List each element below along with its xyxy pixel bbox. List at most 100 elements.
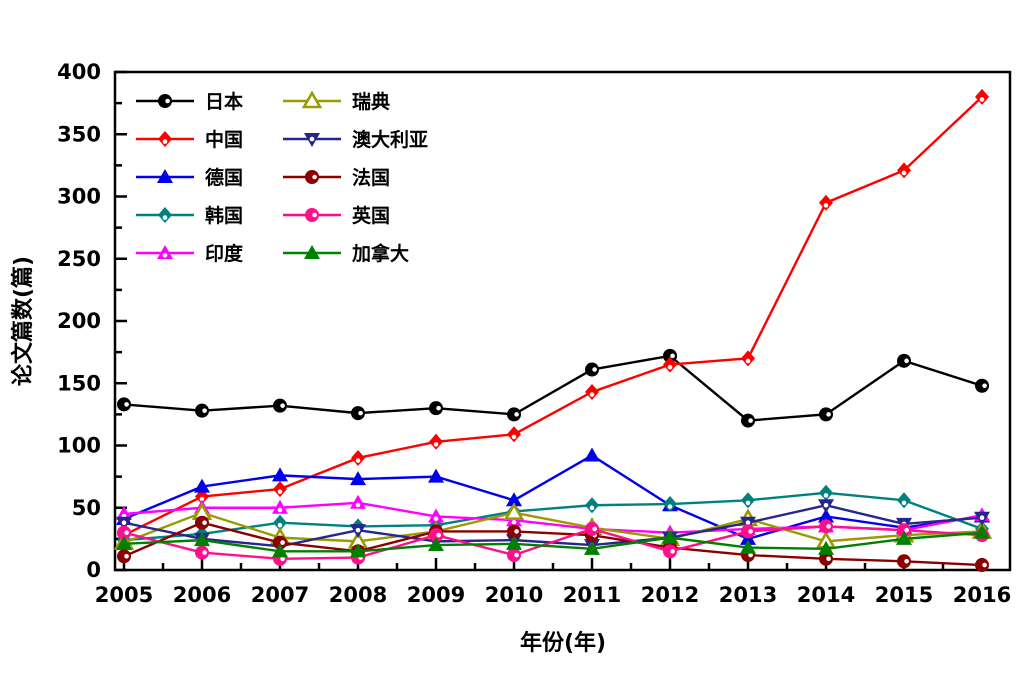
marker-highlight	[202, 408, 207, 413]
series-japan	[117, 348, 989, 428]
series-canada	[116, 524, 990, 558]
legend-item-japan: 日本	[136, 90, 243, 113]
legend-item-sweden: 瑞典	[283, 90, 390, 113]
marker-highlight	[165, 98, 170, 104]
marker-highlight	[748, 552, 753, 558]
series-korea-line	[123, 491, 983, 542]
x-tick-label: 2015	[875, 583, 933, 607]
marker-highlight	[745, 500, 751, 506]
marker-highlight	[433, 442, 439, 447]
y-tick-label: 100	[57, 434, 101, 458]
x-axis-title: 年份(年)	[520, 630, 606, 656]
marker-highlight	[979, 97, 985, 102]
legend-label-china: 中国	[205, 128, 243, 151]
y-axis-title: 论文篇数(篇)	[10, 256, 36, 386]
marker-highlight	[982, 562, 987, 568]
marker-highlight	[162, 215, 168, 220]
marker-highlight	[280, 556, 285, 562]
marker-highlight	[162, 139, 168, 144]
marker-highlight	[592, 526, 597, 532]
series-uk-line	[123, 525, 983, 560]
marker-highlight	[745, 358, 751, 364]
legend-label-uk: 英国	[352, 204, 390, 227]
legend-label-sweden: 瑞典	[352, 90, 390, 113]
marker-highlight	[355, 527, 361, 533]
marker-highlight	[823, 203, 829, 208]
legend-item-india: 印度	[136, 242, 244, 265]
series-france-line	[123, 521, 983, 567]
series-india	[116, 494, 990, 539]
y-tick-label: 350	[57, 122, 101, 146]
y-tick-label: 300	[57, 185, 101, 209]
marker-highlight	[667, 504, 673, 509]
x-axis: 2005 2006 2007 2008 2009 2010 2011 2012 2013 2014…	[95, 558, 1011, 607]
marker-highlight	[277, 522, 283, 528]
series-sweden-line	[123, 511, 983, 544]
marker-highlight	[436, 405, 441, 411]
marker-highlight	[511, 520, 517, 525]
marker-highlight	[277, 507, 283, 513]
y-tick-label: 400	[57, 60, 101, 84]
marker-highlight	[162, 252, 168, 258]
marker-highlight	[823, 502, 829, 508]
plot-frame	[113, 70, 1012, 572]
marker-highlight	[280, 403, 285, 408]
marker-highlight	[514, 552, 519, 558]
marker-highlight	[826, 524, 831, 529]
legend-label-france: 法国	[352, 166, 390, 189]
marker-highlight	[358, 410, 363, 416]
y-tick-label: 0	[86, 558, 101, 582]
legend-item-germany: 德国	[136, 166, 243, 189]
marker-highlight	[124, 530, 129, 535]
marker-highlight	[355, 502, 361, 508]
legend-item-australia: 澳大利亚	[283, 128, 428, 151]
legend-label-japan: 日本	[205, 90, 243, 113]
legend-label-canada: 加拿大	[351, 242, 409, 265]
x-tick-label: 2011	[563, 583, 621, 607]
marker-highlight	[901, 500, 907, 506]
marker-highlight	[982, 383, 987, 389]
y-tick-label: 200	[57, 309, 101, 333]
marker-highlight	[436, 532, 441, 538]
plot-area: 0 50 100 150 200 250 300 350 400 2005 2006 2007 2008…	[57, 60, 1012, 607]
marker-highlight	[592, 367, 597, 372]
x-tick-label: 2016	[953, 583, 1011, 607]
y-tick-label: 250	[57, 247, 101, 271]
marker-highlight	[514, 529, 519, 534]
marker-highlight	[511, 434, 517, 440]
legend-item-france: 法国	[283, 166, 390, 189]
marker-highlight	[277, 489, 283, 494]
y-tick-label: 150	[57, 371, 101, 395]
marker-highlight	[670, 549, 675, 554]
legend-item-uk: 英国	[283, 204, 390, 227]
legend-item-canada: 加拿大	[283, 242, 409, 265]
marker-highlight	[309, 136, 315, 142]
marker-highlight	[904, 527, 909, 533]
legend-label-australia: 澳大利亚	[352, 128, 428, 151]
series-japan-line	[123, 354, 983, 422]
marker-highlight	[433, 516, 439, 521]
legend-label-india: 印度	[205, 242, 244, 265]
marker-highlight	[589, 392, 595, 397]
marker-highlight	[589, 505, 595, 511]
y-axis: 0 50 100 150 200 250 300 350 400	[57, 60, 127, 582]
marker-highlight	[280, 540, 285, 545]
marker-highlight	[748, 418, 753, 423]
series-canada-line	[123, 531, 983, 553]
series-france	[117, 515, 989, 573]
marker-highlight	[670, 353, 675, 359]
legend-item-china: 中国	[136, 128, 243, 151]
marker-highlight	[199, 496, 205, 502]
series-germany-line	[123, 454, 983, 541]
x-tick-label: 2013	[719, 583, 777, 607]
legend-item-korea: 韩国	[136, 204, 243, 227]
legend-label-germany: 德国	[205, 166, 243, 189]
marker-highlight	[748, 529, 753, 534]
marker-highlight	[826, 412, 831, 417]
marker-highlight	[901, 170, 907, 176]
series-china	[117, 88, 989, 544]
x-tick-label: 2010	[485, 583, 543, 607]
